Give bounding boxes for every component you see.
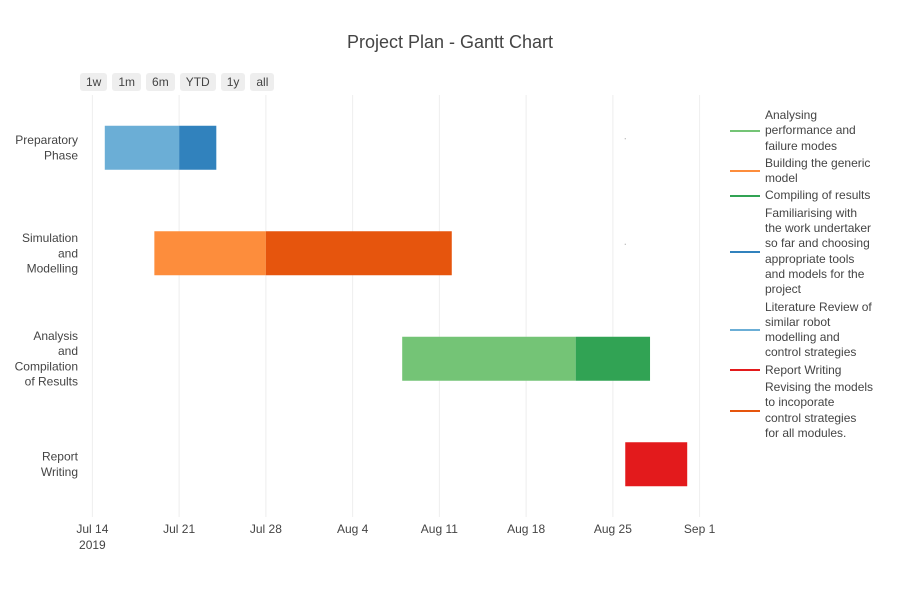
range-button-ytd[interactable]: YTD: [179, 73, 216, 91]
legend-swatch: [730, 329, 760, 332]
legend-swatch: [730, 409, 760, 412]
y-tick-label: and: [58, 344, 78, 358]
legend-label-line: control strategies: [765, 410, 857, 425]
y-tick-label: of Results: [25, 375, 78, 389]
range-button-1m[interactable]: 1m: [112, 73, 142, 91]
y-tick-label: Simulation: [22, 231, 78, 245]
legend-label-line: model: [765, 171, 798, 186]
range-selector: 1w 1m 6m YTD 1y all: [80, 73, 275, 91]
legend-label: Report Writing: [765, 363, 841, 378]
y-tick-label: and: [58, 246, 78, 260]
legend-label: Building the generic model: [765, 156, 870, 187]
legend-label-line: similar robot: [765, 314, 831, 329]
legend-swatch: [730, 250, 760, 253]
marker-dot: [624, 138, 626, 140]
legend-label-line: Building the generic: [765, 155, 871, 170]
legend-label: Familiarising with the work undertaker so …: [765, 206, 871, 298]
x-tick-label: Jul 21: [163, 522, 195, 536]
x-tick-label: Jul 14: [76, 522, 108, 536]
range-button-1y[interactable]: 1y: [220, 73, 246, 91]
gantt-bar: [179, 125, 217, 170]
legend-item[interactable]: Analysing performance and failure modes: [730, 108, 895, 154]
legend-item[interactable]: Building the generic model: [730, 156, 895, 187]
legend-label: Revising the models to incoporate control …: [765, 380, 873, 441]
y-tick-label: Modelling: [27, 262, 78, 276]
legend-item[interactable]: Revising the models to incoporate control …: [730, 380, 895, 441]
y-tick-label: Preparatory: [15, 133, 78, 147]
gantt-bar: [402, 336, 576, 381]
legend-label-line: Report Writing: [765, 362, 842, 377]
gantt-bar: [104, 125, 180, 170]
legend-label-line: Literature Review of: [765, 299, 872, 314]
gantt-bar: [154, 231, 266, 276]
legend: Analysing performance and failure modes Bui…: [730, 108, 895, 443]
legend-item[interactable]: Compiling of results: [730, 188, 895, 203]
legend-label: Analysing performance and failure modes: [765, 108, 856, 154]
legend-swatch: [730, 129, 760, 132]
legend-label-line: Revising the models: [765, 380, 874, 395]
y-tick-label: Phase: [44, 148, 78, 162]
x-tick-label: Aug 11: [421, 522, 458, 536]
y-tick-label: Compilation: [15, 359, 78, 373]
legend-label-line: modelling and: [765, 330, 840, 345]
legend-label: Literature Review of similar robot modelli…: [765, 300, 872, 361]
x-tick-label: Sep 1: [684, 522, 716, 536]
legend-label-line: project: [765, 282, 802, 297]
legend-label-line: for all modules.: [765, 425, 847, 440]
x-tick-label: Aug 18: [507, 522, 545, 536]
y-tick-label: Report: [42, 450, 79, 464]
legend-label-line: and models for the: [765, 266, 865, 281]
y-tick-label: Analysis: [33, 329, 78, 343]
legend-item[interactable]: Literature Review of similar robot modelli…: [730, 300, 895, 361]
range-button-all[interactable]: all: [250, 73, 275, 91]
legend-label-line: Analysing: [765, 108, 818, 122]
legend-item[interactable]: Familiarising with the work undertaker so …: [730, 206, 895, 298]
legend-swatch: [730, 369, 760, 372]
marker-dot: [624, 243, 626, 245]
legend-label-line: the work undertaker: [765, 221, 872, 236]
x-tick-year: 2019: [79, 538, 106, 552]
legend-swatch: [730, 170, 760, 173]
x-tick-label: Aug 25: [594, 522, 632, 536]
legend-item[interactable]: Report Writing: [730, 363, 895, 378]
legend-label: Compiling of results: [765, 188, 870, 203]
legend-label-line: appropriate tools: [765, 251, 855, 266]
x-tick-label: Aug 4: [337, 522, 369, 536]
legend-label-line: so far and choosing: [765, 236, 870, 251]
legend-label-line: failure modes: [765, 138, 838, 153]
gantt-bar: [265, 231, 452, 276]
range-button-6m[interactable]: 6m: [146, 73, 175, 91]
range-button-1w[interactable]: 1w: [80, 73, 108, 91]
legend-label-line: Compiling of results: [765, 188, 871, 203]
gantt-bar: [625, 442, 688, 487]
gantt-bar: [575, 336, 651, 381]
legend-label-line: performance and: [765, 123, 856, 138]
chart-title: Project Plan - Gantt Chart: [346, 32, 554, 52]
legend-label-line: Familiarising with: [765, 205, 858, 220]
legend-label-line: to incoporate: [765, 395, 835, 410]
y-tick-label: Writing: [41, 465, 78, 479]
legend-label-line: control strategies: [765, 345, 857, 360]
legend-swatch: [730, 195, 760, 198]
x-tick-label: Jul 28: [250, 522, 282, 536]
